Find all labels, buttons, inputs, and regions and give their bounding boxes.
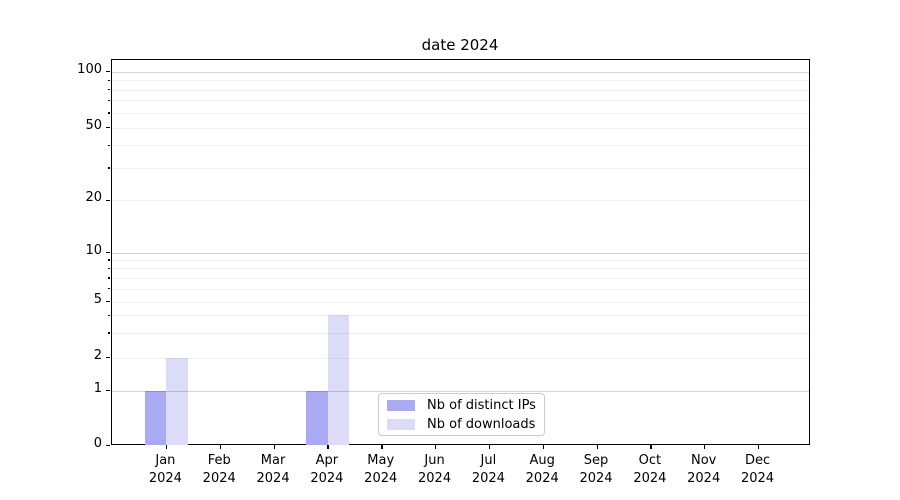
- x-tick: [596, 444, 598, 449]
- x-tick: [273, 444, 275, 449]
- y-tick: [105, 199, 110, 201]
- gridline-minor: [111, 357, 809, 359]
- legend: Nb of distinct IPs Nb of downloads: [378, 393, 545, 436]
- y-tick: [105, 301, 110, 303]
- legend-item-downloads: Nb of downloads: [386, 417, 537, 432]
- x-tick: [219, 444, 222, 449]
- gridline-minor: [111, 127, 809, 129]
- y-tick-label: 10: [85, 242, 102, 258]
- y-minor-tick: [107, 99, 110, 102]
- y-minor-tick: [107, 277, 110, 279]
- y-tick-label: 50: [85, 117, 102, 133]
- y-tick: [105, 390, 110, 392]
- x-tick: [758, 444, 760, 449]
- y-tick-label: 100: [77, 61, 102, 77]
- x-tick-label-oct: Oct 2024: [633, 453, 667, 486]
- y-tick-label: 0: [93, 435, 102, 451]
- x-tick: [381, 444, 383, 449]
- x-tick: [488, 444, 491, 449]
- y-tick-label: 2: [93, 347, 102, 363]
- bar-nb-of-downloads-apr: [327, 315, 350, 445]
- legend-label-downloads: Nb of downloads: [427, 416, 536, 432]
- x-tick-label-nov: Nov 2024: [687, 453, 721, 486]
- y-tick: [105, 357, 110, 359]
- gridline-minor: [111, 145, 809, 147]
- x-tick-label-dec: Dec 2024: [740, 453, 775, 486]
- gridline-minor: [111, 315, 809, 317]
- y-minor-tick: [107, 259, 110, 261]
- x-tick: [165, 444, 168, 449]
- y-tick-label: 20: [85, 190, 102, 205]
- gridline-minor: [111, 112, 809, 114]
- gridline-minor: [111, 277, 809, 279]
- gridline-major: [111, 390, 809, 392]
- bar-nb-of-distinct-ips-apr: [306, 390, 328, 445]
- x-tick-label-feb: Feb 2024: [202, 453, 236, 486]
- legend-item-distinct-ips: Nb of distinct IPs: [386, 398, 537, 413]
- x-tick-label-aug: Aug 2024: [525, 453, 559, 486]
- y-minor-tick: [107, 332, 110, 334]
- x-tick: [542, 444, 544, 449]
- x-tick: [327, 444, 329, 449]
- gridline-major: [111, 71, 809, 73]
- y-tick: [105, 127, 110, 129]
- x-tick: [435, 444, 437, 449]
- x-tick: [650, 444, 652, 449]
- bar-nb-of-downloads-jan: [166, 357, 188, 445]
- x-tick-label-jan: Jan 2024: [148, 453, 182, 486]
- gridline-minor: [111, 100, 809, 102]
- gridline-major: [111, 252, 809, 254]
- y-minor-tick: [107, 89, 110, 91]
- gridline-minor: [111, 288, 809, 290]
- y-tick-label: 1: [93, 380, 102, 396]
- legend-swatch-downloads: [387, 418, 415, 430]
- plot-area: [105, 59, 810, 449]
- legend-swatch-distinct-ips: [387, 399, 415, 411]
- y-tick: [105, 445, 110, 447]
- y-minor-tick: [107, 314, 110, 316]
- x-tick-label-apr: Apr 2024: [310, 453, 344, 486]
- gridline-minor: [111, 268, 809, 270]
- x-tick-label-may: May 2024: [364, 453, 398, 486]
- y-tick-label: 5: [93, 291, 102, 307]
- y-minor-tick: [107, 79, 110, 81]
- x-tick-label-sep: Sep 2024: [579, 453, 613, 486]
- y-minor-tick: [107, 288, 110, 290]
- gridline-minor: [111, 89, 809, 91]
- x-tick: [704, 444, 706, 449]
- y-minor-tick: [107, 167, 110, 169]
- x-tick-label-jun: Jun 2024: [418, 453, 452, 486]
- y-tick: [105, 252, 110, 254]
- x-tick-label-mar: Mar 2024: [256, 453, 290, 486]
- y-minor-tick: [107, 267, 110, 270]
- bar-nb-of-distinct-ips-jan: [144, 390, 167, 445]
- x-tick-label-jul: Jul 2024: [471, 453, 505, 486]
- gridline-minor: [111, 259, 809, 261]
- y-minor-tick: [107, 144, 110, 146]
- gridline-minor: [111, 167, 809, 169]
- legend-label-distinct-ips: Nb of distinct IPs: [427, 397, 536, 413]
- y-tick: [105, 71, 110, 73]
- gridline-minor: [111, 80, 809, 81]
- chart-title: date 2024: [421, 36, 499, 54]
- gridline-minor: [111, 200, 809, 201]
- gridline-minor: [111, 332, 809, 334]
- gridline-minor: [111, 301, 809, 303]
- y-minor-tick: [107, 112, 110, 114]
